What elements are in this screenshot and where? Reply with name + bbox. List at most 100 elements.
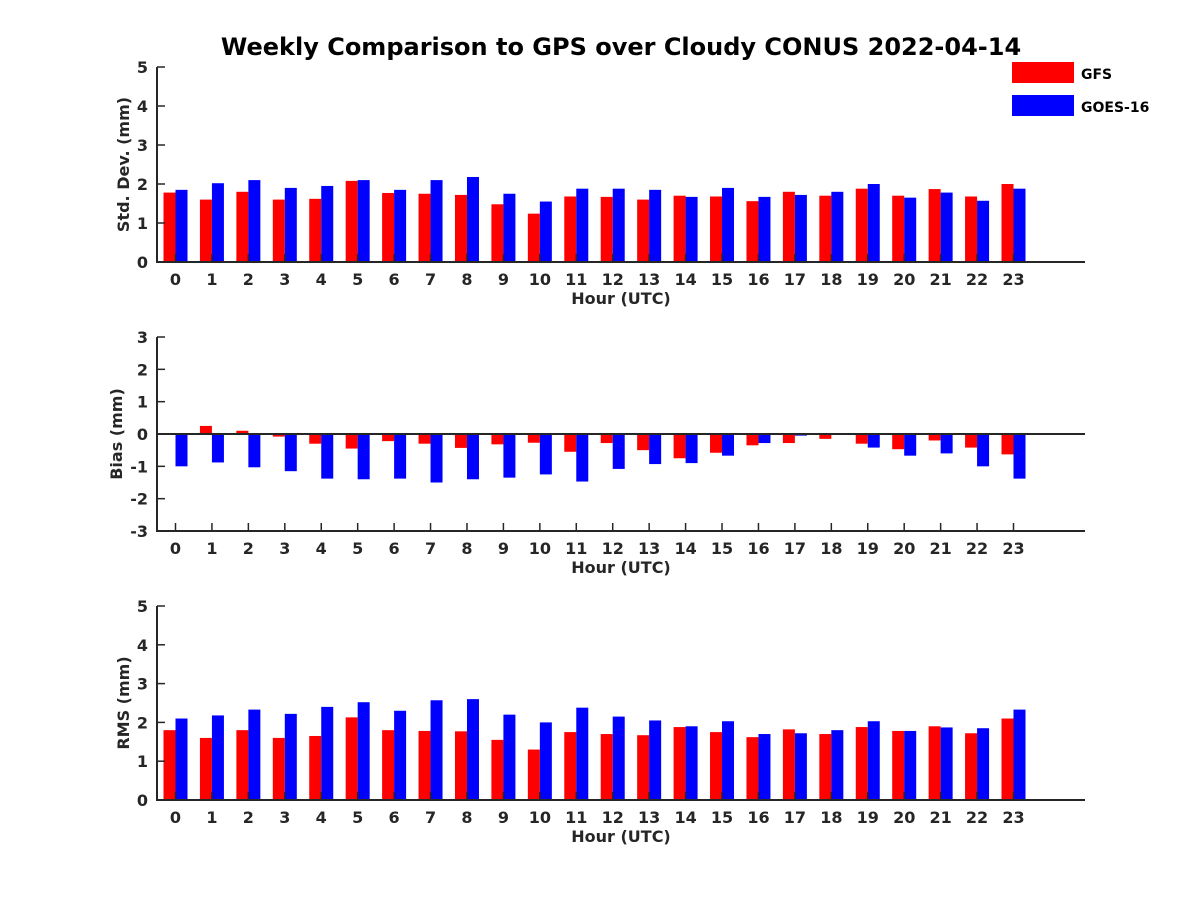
y-tick-label: 1 [137, 393, 148, 412]
bar-bias-goes16-11 [576, 434, 589, 482]
x-tick-label: 15 [711, 270, 733, 289]
x-tick-label: 7 [425, 539, 436, 558]
y-axis-label: Std. Dev. (mm) [114, 97, 133, 232]
x-tick-label: 12 [602, 270, 624, 289]
y-tick-label: -2 [130, 490, 148, 509]
bar-std-dev-gfs-12 [600, 196, 613, 262]
y-tick-label: 3 [137, 136, 148, 155]
bar-std-dev-goes16-10 [539, 201, 552, 262]
bar-rms-goes16-23 [1013, 709, 1026, 800]
y-tick-label: 4 [137, 97, 148, 116]
bar-bias-goes16-14 [685, 434, 698, 464]
bar-bias-goes16-7 [430, 434, 443, 483]
bar-std-dev-goes16-3 [284, 187, 297, 262]
bar-std-dev-goes16-12 [612, 188, 625, 262]
x-tick-label: 15 [711, 808, 733, 827]
bar-std-dev-gfs-10 [527, 213, 540, 262]
legend-swatch-gfs [1012, 62, 1074, 83]
bar-rms-gfs-17 [782, 729, 795, 800]
x-tick-label: 2 [243, 808, 254, 827]
bar-rms-gfs-7 [418, 730, 431, 800]
bar-rms-gfs-20 [892, 730, 905, 800]
bar-std-dev-gfs-11 [564, 196, 577, 262]
bar-rms-gfs-10 [527, 749, 540, 800]
x-tick-label: 6 [389, 808, 400, 827]
bar-std-dev-goes16-16 [758, 196, 771, 262]
x-tick-label: 21 [929, 808, 951, 827]
x-tick-label: 15 [711, 539, 733, 558]
bar-std-dev-gfs-19 [855, 188, 868, 262]
bar-bias-goes16-0 [175, 434, 188, 467]
x-tick-label: 12 [602, 808, 624, 827]
bar-rms-goes16-9 [503, 714, 516, 800]
bar-std-dev-gfs-16 [746, 201, 759, 262]
bar-rms-gfs-23 [1001, 718, 1014, 800]
bar-std-dev-goes16-23 [1013, 188, 1026, 262]
x-tick-label: 14 [674, 808, 696, 827]
bar-bias-gfs-20 [892, 434, 905, 450]
bar-std-dev-gfs-23 [1001, 184, 1014, 262]
x-tick-label: 22 [966, 270, 988, 289]
x-tick-label: 0 [170, 270, 181, 289]
bar-rms-gfs-5 [345, 717, 358, 800]
x-tick-label: 20 [893, 539, 915, 558]
y-tick-label: 5 [137, 58, 148, 77]
bar-std-dev-gfs-14 [673, 195, 686, 262]
bar-rms-gfs-2 [236, 730, 249, 800]
bar-rms-gfs-21 [928, 726, 941, 800]
bar-bias-gfs-23 [1001, 434, 1014, 455]
bar-std-dev-gfs-20 [892, 195, 905, 262]
bar-bias-goes16-9 [503, 434, 516, 478]
x-tick-label: 20 [893, 808, 915, 827]
y-tick-label: 2 [137, 360, 148, 379]
bar-std-dev-goes16-11 [576, 188, 589, 262]
bar-rms-gfs-13 [637, 735, 650, 800]
x-tick-label: 18 [820, 539, 842, 558]
bar-bias-goes16-1 [211, 434, 224, 463]
bar-rms-goes16-12 [612, 716, 625, 800]
x-tick-label: 6 [389, 539, 400, 558]
bar-bias-gfs-3 [272, 434, 285, 437]
bar-bias-goes16-10 [539, 434, 552, 475]
bar-std-dev-goes16-5 [357, 180, 370, 262]
x-tick-label: 23 [1002, 808, 1024, 827]
x-tick-label: 1 [206, 539, 217, 558]
bar-bias-goes16-8 [466, 434, 479, 480]
x-tick-label: 23 [1002, 270, 1024, 289]
x-tick-label: 10 [529, 270, 551, 289]
bar-std-dev-goes16-17 [794, 194, 807, 262]
x-tick-label: 8 [461, 539, 472, 558]
bar-bias-goes16-16 [758, 434, 771, 444]
bar-std-dev-gfs-8 [454, 194, 467, 262]
x-tick-label: 7 [425, 270, 436, 289]
x-tick-label: 11 [565, 808, 587, 827]
x-tick-label: 8 [461, 808, 472, 827]
bar-bias-gfs-9 [491, 434, 504, 445]
x-tick-label: 2 [243, 539, 254, 558]
x-tick-label: 5 [352, 270, 363, 289]
bar-bias-gfs-4 [309, 434, 322, 444]
bar-rms-goes16-22 [977, 728, 990, 800]
x-tick-label: 18 [820, 270, 842, 289]
y-tick-label: 1 [137, 214, 148, 233]
bar-std-dev-goes16-20 [904, 197, 917, 262]
bar-rms-goes16-4 [321, 706, 334, 800]
bar-std-dev-gfs-15 [710, 196, 723, 262]
x-tick-label: 3 [279, 539, 290, 558]
x-tick-label: 16 [747, 539, 769, 558]
x-tick-label: 4 [316, 539, 327, 558]
x-tick-label: 4 [316, 270, 327, 289]
legend: GFS GOES-16 [1012, 62, 1149, 116]
x-tick-label: 9 [498, 539, 509, 558]
bar-std-dev-gfs-0 [163, 192, 176, 262]
x-tick-label: 21 [929, 539, 951, 558]
bar-std-dev-goes16-4 [321, 185, 334, 262]
x-tick-label: 1 [206, 808, 217, 827]
bar-rms-gfs-1 [199, 737, 212, 800]
bar-rms-goes16-17 [794, 733, 807, 800]
y-tick-label: 0 [137, 791, 148, 810]
bar-std-dev-gfs-6 [382, 192, 395, 262]
bar-std-dev-gfs-2 [236, 191, 249, 262]
y-tick-label: -3 [130, 522, 148, 541]
bar-bias-gfs-2 [236, 430, 249, 434]
